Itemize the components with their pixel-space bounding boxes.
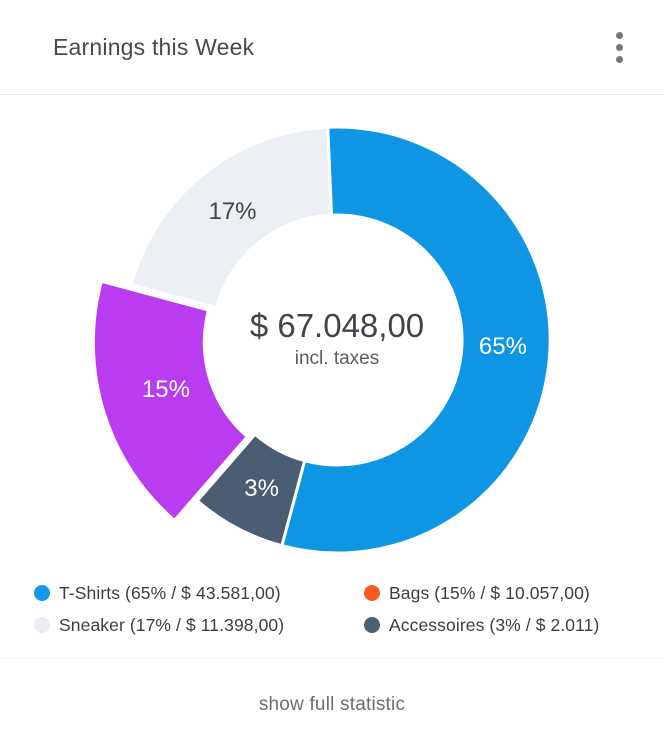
- total-earnings-value: $ 67.048,00: [250, 307, 424, 344]
- legend-dot: [34, 617, 50, 633]
- legend-label: Bags (15% / $ 10.057,00): [389, 582, 590, 603]
- legend-label: Accessoires (3% / $ 2.011): [389, 614, 600, 635]
- legend-item-sneaker: Sneaker (17% / $ 11.398,00): [34, 609, 364, 641]
- slice-percent-label: 15%: [142, 376, 190, 403]
- kebab-menu-icon: [615, 31, 623, 39]
- kebab-menu-button[interactable]: [602, 19, 636, 75]
- legend-item-bags: Bags (15% / $ 10.057,00): [364, 577, 664, 609]
- legend-dot: [34, 585, 50, 601]
- legend-item-accessoires: Accessoires (3% / $ 2.011): [364, 609, 664, 641]
- slice-bags[interactable]: [91, 279, 249, 522]
- legend-dot: [364, 585, 380, 601]
- legend-label: Sneaker (17% / $ 11.398,00): [59, 614, 285, 635]
- slice-accessoires[interactable]: [195, 432, 307, 548]
- slice-percent-label: 65%: [479, 333, 527, 360]
- slice-percent-label: 17%: [208, 198, 256, 225]
- slice-t-shirts[interactable]: [280, 125, 552, 555]
- card-footer: show full statistic: [0, 657, 664, 752]
- total-earnings-subtitle: incl. taxes: [295, 348, 379, 369]
- donut-chart: 65% 3% 15% 17% $ 67.048,00 incl. taxes: [0, 95, 664, 577]
- legend-dot: [364, 617, 380, 633]
- legend-item-t-shirts: T-Shirts (65% / $ 43.581,00): [34, 577, 364, 609]
- kebab-menu-icon: [615, 55, 623, 63]
- donut-chart-svg: 65% 3% 15% 17% $ 67.048,00 incl. taxes: [91, 125, 552, 555]
- show-full-statistic-link[interactable]: show full statistic: [258, 694, 406, 715]
- card-title: Earnings this Week: [53, 33, 255, 60]
- legend-label: T-Shirts (65% / $ 43.581,00): [59, 582, 281, 603]
- slice-sneaker[interactable]: [129, 125, 333, 310]
- card-header: Earnings this Week: [0, 0, 664, 95]
- slice-percent-label: 3%: [244, 475, 279, 502]
- chart-legend: T-Shirts (65% / $ 43.581,00) Bags (15% / …: [0, 577, 664, 641]
- kebab-menu-icon: [615, 43, 623, 51]
